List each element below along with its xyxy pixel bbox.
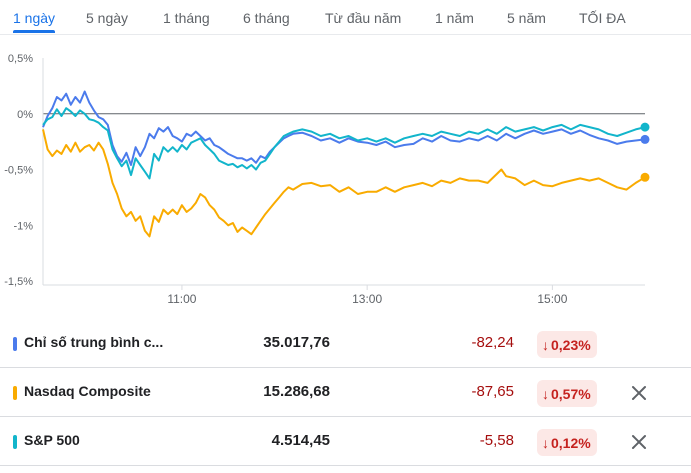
y-tick-label: -0,5%	[4, 165, 33, 177]
tabs-divider	[0, 34, 691, 35]
series-swatch	[13, 435, 17, 449]
tab-1-year[interactable]: 1 năm	[435, 10, 474, 26]
percent-change-badge: ↓ 0,23%	[537, 331, 597, 358]
series-endpoint-2	[640, 122, 650, 132]
price-chart[interactable]: 0,5% 0% -0,5% -1% -1,5% 11:00 13:00 15:00	[0, 36, 691, 316]
percent-change-value: 0,12%	[551, 434, 591, 451]
index-name: Nasdaq Composite	[24, 383, 151, 399]
series-line-2	[42, 107, 646, 180]
y-tick-label: 0,5%	[8, 53, 33, 65]
index-change: -5,58	[479, 432, 514, 449]
index-row-sp500[interactable]: S&P 500 4.514,45 -5,58 ↓ 0,12%	[0, 417, 691, 466]
arrow-down-icon: ↓	[542, 434, 549, 451]
index-change: -82,24	[471, 334, 514, 351]
series-endpoint-0	[640, 134, 650, 144]
tab-1-day[interactable]: 1 ngày	[13, 10, 56, 26]
tab-ytd[interactable]: Từ đầu năm	[325, 10, 402, 26]
index-row-dow[interactable]: Chỉ số trung bình c... 35.017,76 -82,24 …	[0, 319, 691, 368]
percent-change-badge: ↓ 0,57%	[537, 380, 597, 407]
series-swatch	[13, 386, 17, 400]
index-price: 15.286,68	[263, 383, 330, 400]
percent-change-value: 0,57%	[551, 385, 591, 402]
tab-5-days[interactable]: 5 ngày	[86, 10, 129, 26]
tab-6-months[interactable]: 6 tháng	[243, 10, 290, 26]
arrow-down-icon: ↓	[542, 336, 549, 353]
series-line-0	[42, 90, 646, 166]
arrow-down-icon: ↓	[542, 385, 549, 402]
index-row-nasdaq[interactable]: Nasdaq Composite 15.286,68 -87,65 ↓ 0,57…	[0, 368, 691, 417]
time-range-tabs: 1 ngày 5 ngày 1 tháng 6 tháng Từ đầu năm…	[0, 0, 691, 36]
tab-5-years[interactable]: 5 năm	[507, 10, 546, 26]
index-price: 35.017,76	[263, 334, 330, 351]
percent-change-value: 0,23%	[551, 336, 591, 353]
y-tick-label: -1,5%	[4, 276, 33, 288]
row-divider	[0, 465, 691, 466]
series-line-1	[42, 129, 646, 238]
x-tick-label: 15:00	[537, 292, 567, 306]
index-change: -87,65	[471, 383, 514, 400]
active-tab-indicator	[13, 30, 55, 33]
close-icon[interactable]	[626, 429, 652, 455]
tab-1-month[interactable]: 1 tháng	[163, 10, 210, 26]
index-price: 4.514,45	[271, 432, 330, 449]
index-name: S&P 500	[24, 432, 80, 448]
row-divider	[0, 367, 691, 368]
chart-svg: 0,5% 0% -0,5% -1% -1,5% 11:00 13:00 15:00	[4, 53, 650, 306]
y-tick-label: -1%	[13, 220, 33, 232]
series-endpoint-1	[640, 172, 650, 182]
x-tick-label: 13:00	[352, 292, 382, 306]
close-icon[interactable]	[626, 380, 652, 406]
x-tick-label: 11:00	[167, 292, 196, 306]
index-name: Chỉ số trung bình c...	[24, 334, 164, 350]
percent-change-badge: ↓ 0,12%	[537, 429, 597, 456]
y-tick-label: 0%	[17, 109, 33, 121]
series-swatch	[13, 337, 17, 351]
row-divider	[0, 416, 691, 417]
tab-max[interactable]: TỐI ĐA	[579, 10, 626, 26]
